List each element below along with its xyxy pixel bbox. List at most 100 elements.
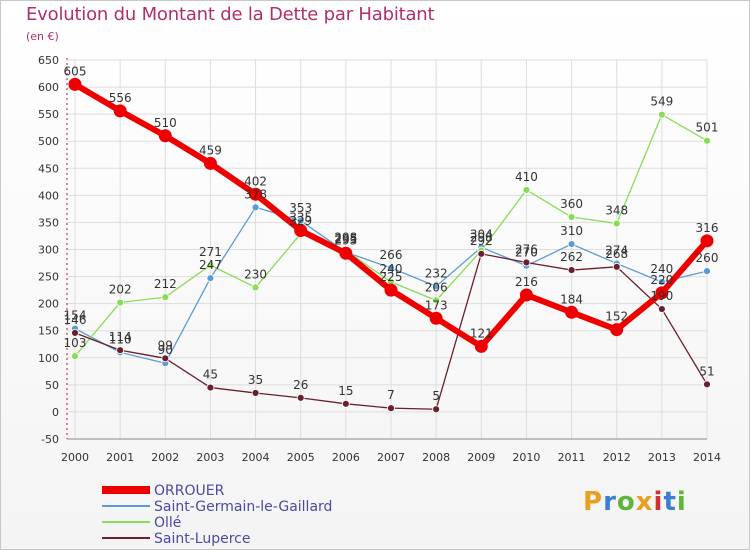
data-label: 190 [650, 289, 673, 303]
y-tick-label: 450 [38, 162, 59, 175]
data-label: 202 [109, 283, 132, 297]
x-tick-label: 2012 [603, 451, 631, 464]
chart-subtitle: (en €) [26, 30, 59, 43]
x-tick-label: 2008 [422, 451, 450, 464]
chart-title: Evolution du Montant de la Dette par Hab… [26, 4, 435, 25]
x-tick-label: 2004 [242, 451, 270, 464]
data-point [429, 311, 443, 325]
data-point [522, 258, 531, 267]
data-point [71, 352, 79, 361]
data-point [251, 389, 260, 397]
data-point [703, 136, 711, 145]
data-label: 556 [109, 91, 132, 105]
data-label: 146 [64, 313, 87, 327]
x-tick-label: 2007 [377, 451, 405, 464]
data-label: 329 [289, 214, 312, 228]
data-point [612, 262, 621, 271]
data-point [565, 305, 579, 319]
data-label: 316 [696, 221, 719, 235]
x-tick-label: 2010 [512, 451, 540, 464]
data-label: 220 [650, 273, 673, 287]
legend-label: ORROUER [154, 483, 225, 499]
data-point [432, 282, 441, 291]
data-label: 121 [470, 326, 493, 340]
data-point [206, 274, 215, 283]
data-label: 293 [334, 233, 357, 247]
data-point [387, 264, 395, 272]
data-point [655, 286, 669, 300]
data-label: 549 [650, 95, 673, 109]
data-label: 114 [109, 330, 132, 344]
data-label: 605 [64, 64, 87, 78]
data-label: 292 [470, 234, 493, 248]
data-label: 262 [560, 250, 583, 264]
data-label: 90 [158, 343, 173, 357]
data-point [703, 380, 711, 389]
data-point [341, 399, 350, 408]
logo-letter: t [663, 487, 677, 517]
logo-letter: x [635, 487, 654, 517]
data-point [68, 77, 82, 91]
data-label: 402 [244, 174, 267, 188]
logo-letter: P [583, 487, 604, 517]
data-label: 206 [425, 280, 448, 294]
data-label: 103 [64, 336, 87, 350]
data-label: 51 [699, 364, 714, 378]
data-label: 232 [425, 266, 448, 280]
data-point [384, 283, 398, 297]
x-tick-label: 2009 [467, 451, 495, 464]
x-tick-label: 2001 [106, 451, 134, 464]
data-label: 230 [244, 267, 267, 281]
data-point [249, 187, 263, 201]
y-tick-label: 150 [38, 325, 59, 338]
data-point [700, 234, 714, 248]
logo-letter: i [676, 487, 687, 517]
data-label: 45 [203, 368, 218, 382]
y-tick-label: 550 [38, 108, 59, 121]
data-label: 459 [199, 143, 222, 157]
y-tick-label: -50 [41, 433, 59, 446]
data-label: 5 [432, 389, 440, 403]
data-point [116, 346, 125, 355]
data-point [251, 203, 260, 212]
data-point [432, 405, 441, 414]
data-label: 410 [515, 170, 538, 184]
data-label: 7 [387, 388, 395, 402]
data-label: 276 [515, 242, 538, 256]
data-label: 270 [515, 246, 538, 260]
data-label: 99 [158, 338, 173, 352]
y-tick-label: 500 [38, 135, 59, 148]
data-label: 378 [244, 187, 267, 201]
data-label: 184 [560, 292, 583, 306]
data-label: 152 [605, 310, 628, 324]
data-point [567, 213, 576, 221]
legend-label: Saint-Luperce [154, 531, 250, 547]
data-point [158, 129, 172, 143]
data-label: 271 [199, 245, 222, 259]
x-tick-label: 2003 [196, 451, 224, 464]
x-tick-label: 2000 [61, 451, 89, 464]
data-label: 154 [64, 309, 87, 323]
logo-letter: i [653, 487, 664, 517]
data-point [567, 240, 576, 248]
data-point [206, 383, 215, 392]
data-label: 295 [334, 232, 357, 246]
data-point [71, 328, 79, 337]
data-label: 348 [605, 204, 628, 218]
x-tick-label: 2014 [693, 451, 721, 464]
data-point [116, 298, 125, 307]
y-tick-label: 100 [38, 352, 59, 365]
y-tick-label: 650 [38, 54, 59, 67]
legend-label: Saint-Germain-le-Gaillard [154, 499, 332, 515]
data-label: 274 [605, 244, 628, 258]
data-label: 510 [154, 116, 177, 130]
data-label: 304 [470, 227, 493, 241]
data-label: 310 [560, 224, 583, 238]
logo-letter: o [616, 487, 636, 517]
data-label: 266 [380, 248, 403, 262]
data-point [206, 261, 215, 270]
y-tick-label: 50 [45, 379, 59, 392]
legend-label: Ollé [154, 515, 181, 531]
y-tick-label: 200 [38, 298, 59, 311]
